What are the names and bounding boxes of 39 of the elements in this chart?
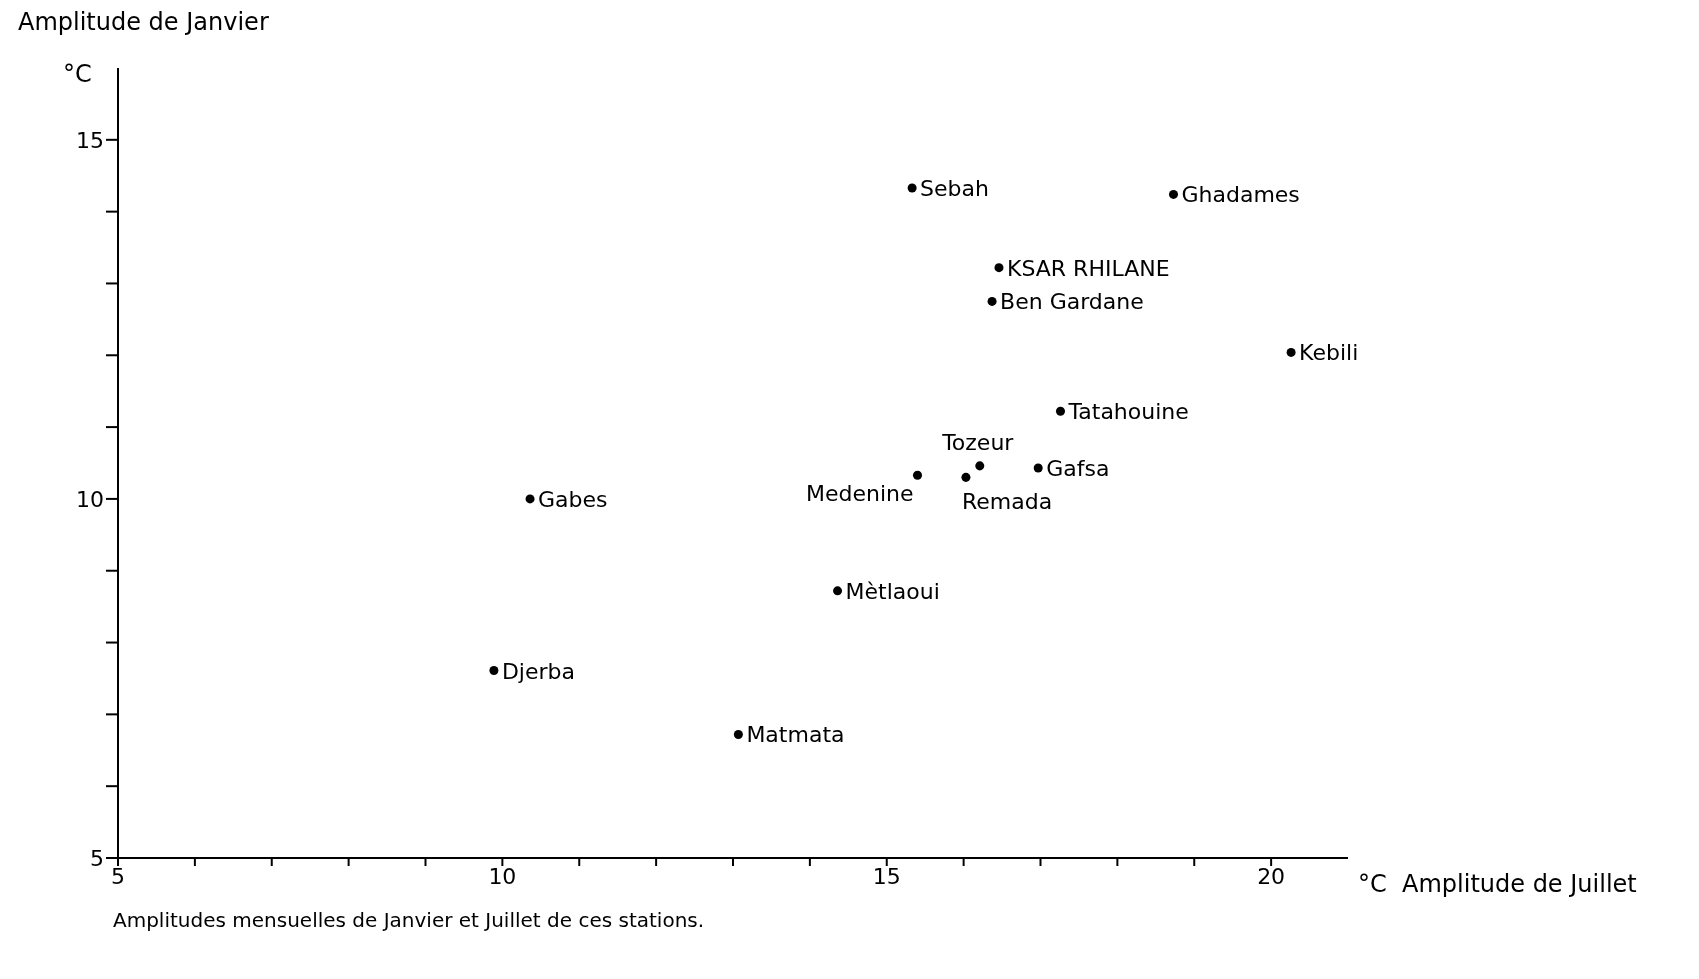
text: °C [63,60,92,88]
y-tick-label: 5 [90,845,104,871]
annotation: Ben Gardane [1000,289,1144,315]
point [1286,347,1296,357]
annotation: KSAR RHILANE [1006,255,1170,281]
x-tick-label: 15 [872,863,901,889]
annotation: Remada [961,489,1053,515]
point [733,729,743,739]
annotation: Matmata [746,722,845,748]
annotation: Ghadames [1181,182,1300,208]
point [975,461,985,471]
point [987,296,997,306]
annotation: Gabes [538,486,608,512]
text: Amplitudes mensuelles de Janvier et Juillet de ces stations. [113,908,705,932]
x-tick-label: 5 [111,863,125,889]
point [994,263,1004,273]
point [525,494,535,504]
point [1055,406,1065,416]
x-tick-label: 20 [1257,863,1286,889]
x-axis-title: °C Amplitude de Juillet [1358,870,1637,898]
y-axis-title: Amplitude de Janvier [18,8,269,36]
point [1033,463,1043,473]
point [912,470,923,480]
annotation: Sebah [920,175,990,201]
x-tick-label: 10 [488,863,517,889]
point [907,183,917,193]
point [489,666,499,676]
point [1168,189,1179,199]
y-tick-label: 15 [76,127,104,153]
annotation: Mètlaoui [845,578,940,604]
annotation: Tozeur [941,429,1015,455]
y-tick-label: 10 [76,486,104,512]
annotation: Kebili [1299,340,1359,366]
annotation: Djerba [501,658,576,684]
annotation: Tatahouine [1067,399,1189,425]
annotation: Medenine [805,481,914,507]
annotation: Gafsa [1046,456,1110,482]
point [961,472,971,482]
point [833,586,843,596]
